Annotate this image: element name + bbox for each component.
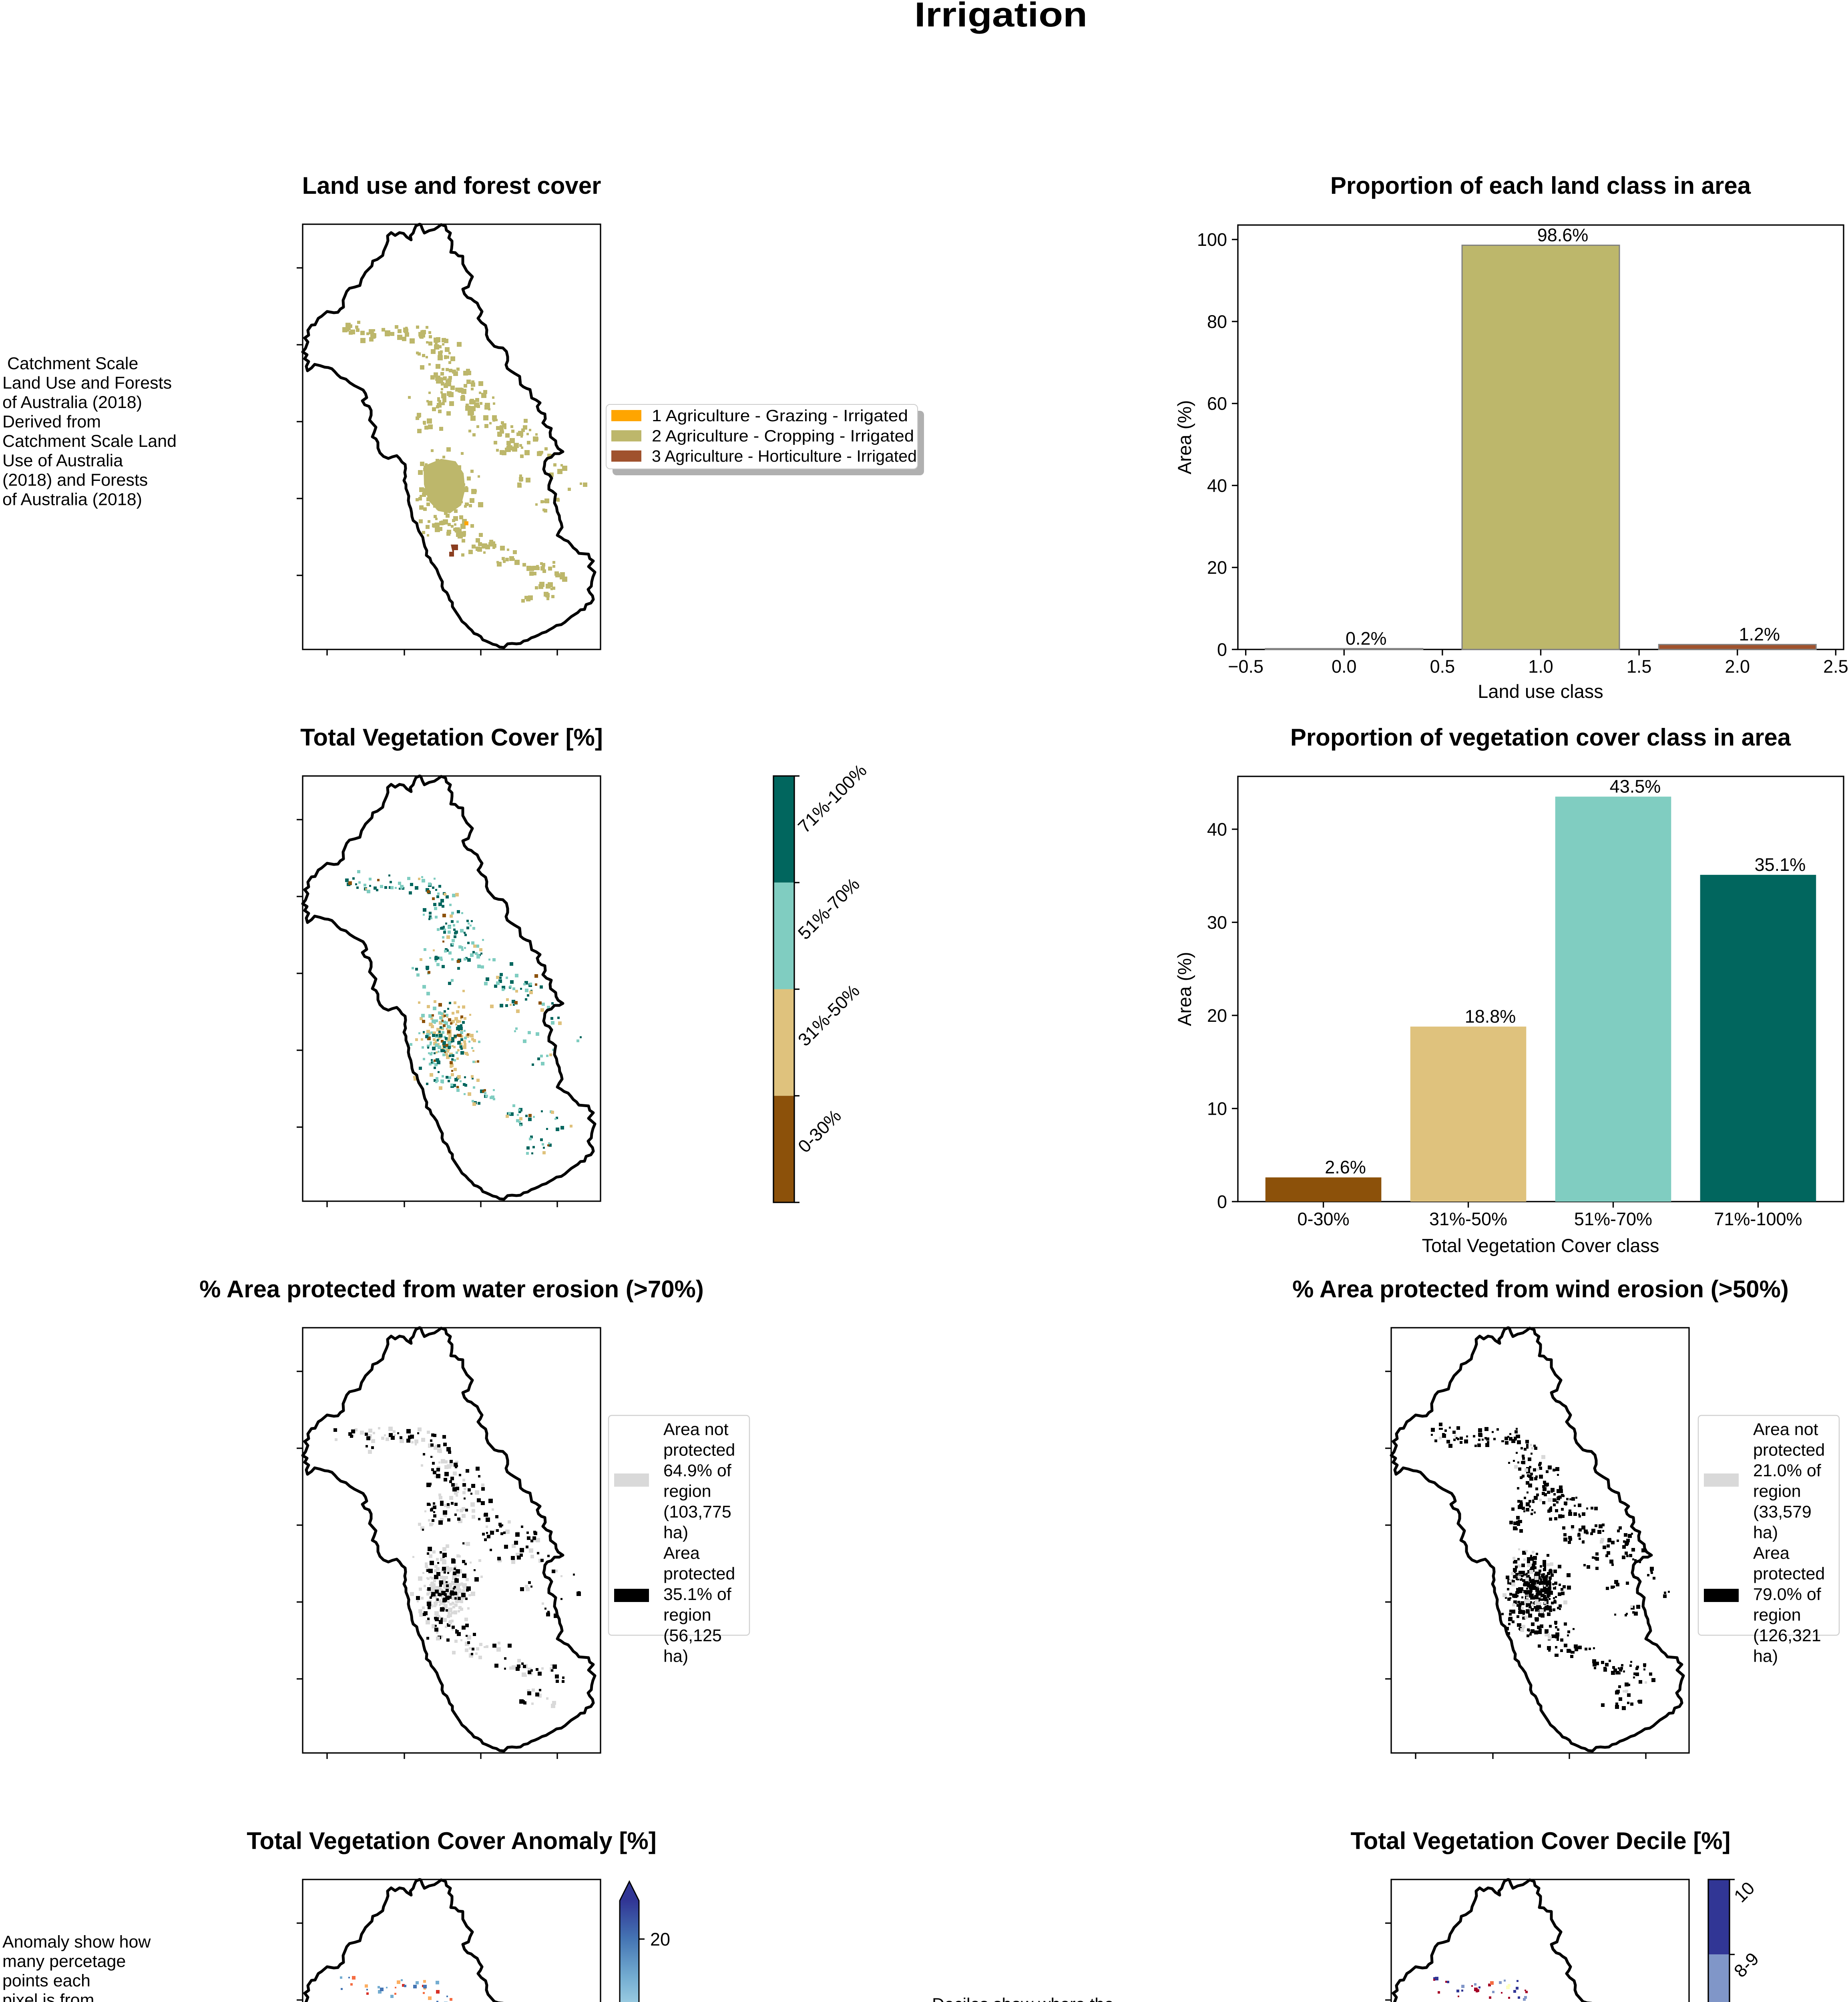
svg-text:100: 100: [1197, 229, 1227, 250]
svg-text:31%-50%: 31%-50%: [1429, 1209, 1507, 1229]
svg-text:protected: protected: [1753, 1441, 1825, 1460]
svg-text:ha): ha): [663, 1523, 688, 1542]
svg-text:Area (%): Area (%): [1174, 952, 1195, 1026]
svg-text:Land Use and Forests: Land Use and Forests: [2, 374, 172, 393]
svg-text:of Australia (2018): of Australia (2018): [2, 490, 142, 509]
svg-text:Land use and forest cover: Land use and forest cover: [302, 172, 601, 199]
svg-text:protected: protected: [1753, 1564, 1825, 1584]
svg-text:30: 30: [1207, 912, 1227, 933]
svg-text:Catchment Scale: Catchment Scale: [2, 354, 138, 373]
svg-text:18.8%: 18.8%: [1465, 1006, 1516, 1027]
svg-text:1 Agriculture - Grazing - Irri: 1 Agriculture - Grazing - Irrigated: [652, 406, 908, 425]
svg-text:35.1% of: 35.1% of: [663, 1585, 732, 1604]
svg-text:ha): ha): [1753, 1523, 1778, 1542]
svg-text:(126,321: (126,321: [1753, 1626, 1821, 1645]
svg-text:2.0: 2.0: [1725, 656, 1750, 677]
svg-text:Anomaly show how: Anomaly show how: [2, 1932, 151, 1952]
svg-text:Proportion of each land class: Proportion of each land class in area: [1330, 172, 1751, 199]
svg-text:% Area protected from wind ero: % Area protected from wind erosion (>50%…: [1292, 1276, 1789, 1303]
svg-text:80: 80: [1207, 312, 1227, 332]
svg-text:Total Vegetation Cover Anomaly: Total Vegetation Cover Anomaly [%]: [247, 1827, 657, 1854]
svg-text:Area: Area: [1753, 1544, 1790, 1563]
svg-text:1.2%: 1.2%: [1739, 624, 1780, 645]
svg-text:98.6%: 98.6%: [1537, 225, 1589, 245]
svg-text:(33,579: (33,579: [1753, 1502, 1812, 1522]
svg-text:region: region: [1753, 1606, 1801, 1625]
svg-text:Deciles show where the: Deciles show where the: [932, 1995, 1114, 2002]
svg-text:20: 20: [1207, 1005, 1227, 1026]
svg-text:0: 0: [1217, 639, 1227, 660]
svg-text:(2018) and Forests: (2018) and Forests: [2, 470, 148, 490]
svg-text:1.0: 1.0: [1528, 656, 1553, 677]
svg-text:Land use class: Land use class: [1478, 681, 1603, 702]
svg-text:points each: points each: [2, 1971, 90, 1990]
svg-text:64.9% of: 64.9% of: [663, 1461, 732, 1480]
svg-text:many percetage: many percetage: [2, 1952, 126, 1971]
svg-text:0-30%: 0-30%: [1298, 1209, 1350, 1229]
svg-text:ha): ha): [663, 1647, 688, 1666]
svg-text:2.5: 2.5: [1823, 656, 1848, 677]
svg-text:Area (%): Area (%): [1174, 400, 1195, 474]
svg-text:% Area protected from water er: % Area protected from water erosion (>70…: [199, 1276, 704, 1303]
svg-text:35.1%: 35.1%: [1755, 854, 1806, 875]
svg-text:protected: protected: [663, 1441, 735, 1460]
svg-text:Area not: Area not: [663, 1420, 729, 1439]
svg-text:(56,125: (56,125: [663, 1626, 722, 1645]
svg-text:0: 0: [1217, 1192, 1227, 1212]
svg-text:20: 20: [1207, 557, 1227, 578]
svg-text:40: 40: [1207, 475, 1227, 496]
svg-text:20: 20: [650, 1929, 670, 1950]
svg-text:Total Vegetation Cover [%]: Total Vegetation Cover [%]: [300, 724, 603, 751]
svg-text:Use of Australia: Use of Australia: [2, 451, 123, 470]
svg-text:43.5%: 43.5%: [1610, 776, 1661, 797]
svg-text:region: region: [663, 1482, 711, 1501]
svg-text:Derived from: Derived from: [2, 412, 101, 432]
svg-text:51%-70%: 51%-70%: [1574, 1209, 1652, 1229]
svg-text:Area not: Area not: [1753, 1420, 1818, 1439]
svg-text:0.0: 0.0: [1332, 656, 1357, 677]
svg-text:60: 60: [1207, 394, 1227, 414]
svg-text:region: region: [1753, 1482, 1801, 1501]
svg-text:2.6%: 2.6%: [1325, 1157, 1366, 1178]
svg-text:region: region: [663, 1606, 711, 1625]
svg-text:−0.5: −0.5: [1228, 656, 1263, 677]
svg-text:2 Agriculture - Cropping - Irr: 2 Agriculture - Cropping - Irrigated: [652, 427, 914, 445]
svg-text:79.0% of: 79.0% of: [1753, 1585, 1822, 1604]
svg-text:10: 10: [1207, 1098, 1227, 1119]
svg-text:Proportion of vegetation cover: Proportion of vegetation cover class in …: [1290, 724, 1791, 751]
svg-text:of Australia (2018): of Australia (2018): [2, 393, 142, 412]
svg-text:pixel is from: pixel is from: [2, 1991, 94, 2002]
svg-text:Area: Area: [663, 1544, 700, 1563]
svg-text:Catchment Scale Land: Catchment Scale Land: [2, 432, 177, 451]
svg-text:Total Vegetation Cover class: Total Vegetation Cover class: [1422, 1235, 1659, 1256]
svg-text:ha): ha): [1753, 1647, 1778, 1666]
svg-text:21.0% of: 21.0% of: [1753, 1461, 1822, 1480]
svg-text:40: 40: [1207, 819, 1227, 840]
svg-text:Irrigation: Irrigation: [914, 0, 1087, 34]
svg-text:Total Vegetation Cover Decile: Total Vegetation Cover Decile [%]: [1350, 1827, 1730, 1854]
svg-text:protected: protected: [663, 1564, 735, 1584]
svg-text:0.5: 0.5: [1430, 656, 1455, 677]
svg-text:71%-100%: 71%-100%: [1714, 1209, 1802, 1229]
svg-text:(103,775: (103,775: [663, 1502, 731, 1522]
svg-text:0.2%: 0.2%: [1346, 628, 1387, 649]
svg-text:3 Agriculture - Horticulture -: 3 Agriculture - Horticulture - Irrigated: [652, 447, 917, 465]
svg-text:1.5: 1.5: [1627, 656, 1652, 677]
